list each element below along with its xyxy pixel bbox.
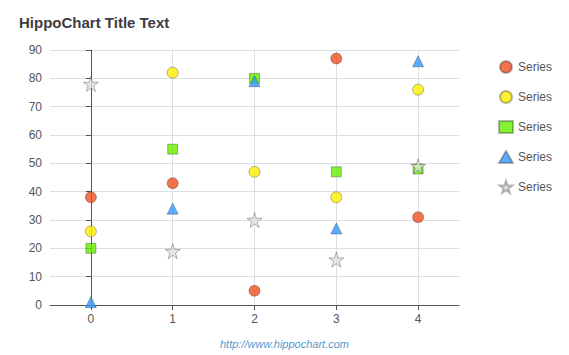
svg-text:0: 0 xyxy=(88,312,95,326)
svg-text:0: 0 xyxy=(35,298,42,312)
svg-text:60: 60 xyxy=(29,128,43,142)
svg-text:40: 40 xyxy=(29,185,43,199)
svg-text:20: 20 xyxy=(29,241,43,255)
svg-text:Series: Series xyxy=(518,150,552,164)
svg-text:2: 2 xyxy=(251,312,258,326)
svg-text:Series: Series xyxy=(518,120,552,134)
svg-text:90: 90 xyxy=(29,43,43,57)
svg-text:70: 70 xyxy=(29,100,43,114)
svg-text:Series: Series xyxy=(518,60,552,74)
svg-text:4: 4 xyxy=(415,312,422,326)
svg-text:Series: Series xyxy=(518,90,552,104)
svg-text:1: 1 xyxy=(169,312,176,326)
svg-text:HippoChart Title Text: HippoChart Title Text xyxy=(19,14,169,31)
svg-text:http://www.hippochart.com: http://www.hippochart.com xyxy=(220,338,349,350)
svg-text:Series: Series xyxy=(518,180,552,194)
svg-text:10: 10 xyxy=(29,270,43,284)
svg-text:30: 30 xyxy=(29,213,43,227)
svg-text:50: 50 xyxy=(29,156,43,170)
svg-text:80: 80 xyxy=(29,71,43,85)
svg-text:3: 3 xyxy=(333,312,340,326)
